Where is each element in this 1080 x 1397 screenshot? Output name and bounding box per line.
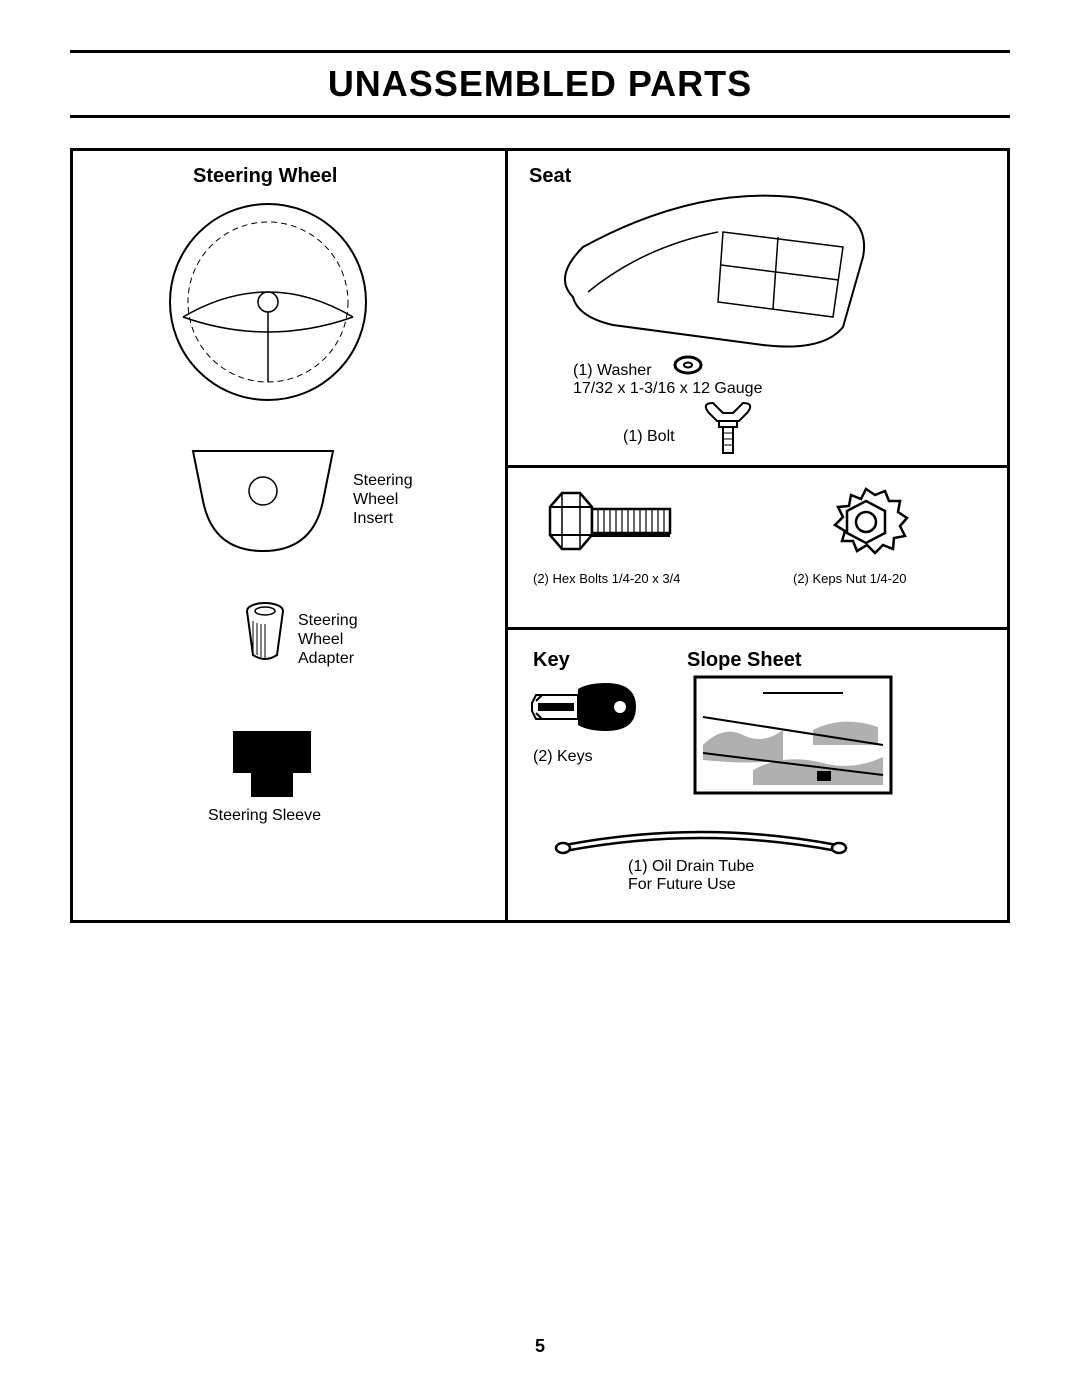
keps-nut-label: (2) Keps Nut 1/4-20 <box>793 571 906 586</box>
seat-icon <box>543 177 883 357</box>
page-title: UNASSEMBLED PARTS <box>70 57 1010 111</box>
sleeve-label: Steering Sleeve <box>208 806 321 825</box>
slope-heading: Slope Sheet <box>687 649 801 672</box>
keys-label: (2) Keys <box>533 747 593 766</box>
slope-sheet-icon <box>693 675 893 795</box>
key-icon <box>528 681 638 737</box>
steering-sleeve-icon <box>233 731 311 797</box>
steering-adapter-icon <box>243 601 287 663</box>
insert-label: Steering Wheel Insert <box>353 471 413 529</box>
steering-wheel-icon <box>163 197 373 407</box>
steering-wheel-heading: Steering Wheel <box>193 165 337 188</box>
adapter-label: Steering Wheel Adapter <box>298 611 358 669</box>
hex-bolt-label: (2) Hex Bolts 1/4-20 x 3/4 <box>533 571 680 586</box>
page-number: 5 <box>0 1336 1080 1357</box>
washer-count-label: (1) Washer <box>573 361 652 380</box>
parts-grid: Steering Wheel Steering Wheel Insert <box>70 148 1010 923</box>
oil-drain-tube-icon <box>551 823 851 857</box>
washer-spec-label: 17/32 x 1-3/16 x 12 Gauge <box>573 379 762 398</box>
keps-nut-icon <box>823 483 909 563</box>
key-heading: Key <box>533 649 570 672</box>
hex-bolt-icon <box>548 487 678 561</box>
bolt-label: (1) Bolt <box>623 427 675 446</box>
washer-icon <box>673 355 703 375</box>
oil-tube-label-1: (1) Oil Drain Tube <box>628 857 754 876</box>
steering-insert-icon <box>183 441 343 561</box>
oil-tube-label-2: For Future Use <box>628 875 736 894</box>
wing-bolt-icon <box>701 399 755 459</box>
